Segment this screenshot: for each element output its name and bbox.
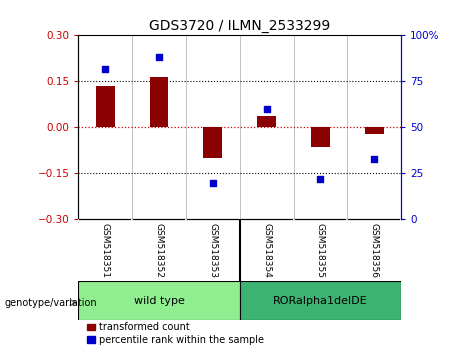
Point bbox=[155, 55, 163, 60]
Bar bbox=[150, 77, 168, 127]
Bar bbox=[78, 281, 240, 320]
Bar bbox=[257, 116, 276, 127]
Point bbox=[209, 180, 217, 185]
Text: GSM518353: GSM518353 bbox=[208, 223, 217, 278]
Point bbox=[101, 66, 109, 72]
Point bbox=[317, 176, 324, 182]
Title: GDS3720 / ILMN_2533299: GDS3720 / ILMN_2533299 bbox=[149, 19, 331, 33]
Point bbox=[263, 106, 270, 112]
Text: genotype/variation: genotype/variation bbox=[5, 298, 97, 308]
Bar bbox=[96, 86, 115, 127]
Bar bbox=[240, 281, 401, 320]
Text: GSM518352: GSM518352 bbox=[154, 223, 164, 278]
Text: GSM518351: GSM518351 bbox=[101, 223, 110, 278]
Point bbox=[371, 156, 378, 161]
Text: wild type: wild type bbox=[134, 296, 184, 306]
Text: GSM518356: GSM518356 bbox=[370, 223, 378, 278]
Text: GSM518355: GSM518355 bbox=[316, 223, 325, 278]
Bar bbox=[311, 127, 330, 147]
Bar bbox=[365, 127, 384, 134]
Text: RORalpha1delDE: RORalpha1delDE bbox=[273, 296, 368, 306]
Bar bbox=[203, 127, 222, 158]
Text: GSM518354: GSM518354 bbox=[262, 223, 271, 278]
Legend: transformed count, percentile rank within the sample: transformed count, percentile rank withi… bbox=[83, 319, 268, 349]
